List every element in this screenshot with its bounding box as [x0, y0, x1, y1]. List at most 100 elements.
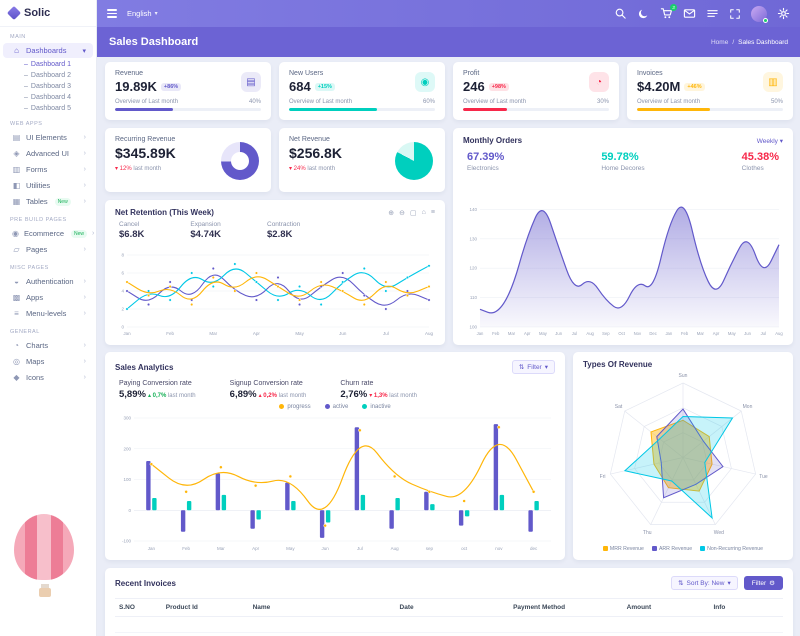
- weekly-dropdown[interactable]: Weekly ▾: [756, 137, 783, 145]
- zoom-in-icon[interactable]: ⊕: [388, 209, 395, 217]
- sidebar-item-menu-levels[interactable]: ≡ Menu-levels ›: [3, 306, 93, 321]
- svg-text:Jun: Jun: [321, 546, 329, 551]
- table-row[interactable]: [115, 616, 783, 633]
- reset-zoom-icon[interactable]: ⌂: [421, 208, 426, 216]
- stat-value: 684: [289, 79, 311, 94]
- selection-icon[interactable]: ▢: [410, 209, 417, 217]
- sidebar-item-forms[interactable]: ▥ Forms ›: [12, 165, 86, 174]
- sidebar-section-label: MISC PAGES: [10, 265, 49, 271]
- breadcrumb-separator: /: [732, 38, 735, 46]
- legend-item-mrr-revenue[interactable]: MRR Revenue: [602, 546, 644, 552]
- sidebar-item-charts[interactable]: ◔ Charts ›: [3, 338, 93, 353]
- sidebar: Solic MAIN ⌂ Dashboards ▾ – Dashboard 1 – Dashb…: [0, 0, 97, 636]
- sidebar-subitem-dashboard-5[interactable]: – Dashboard 5: [24, 105, 71, 112]
- sort-by-dropdown[interactable]: ⇅ Sort By: New ▾: [671, 576, 738, 590]
- legend-item-active[interactable]: active: [324, 404, 348, 410]
- stat-label: Invoices: [637, 70, 663, 77]
- svg-text:Oct: Oct: [618, 331, 625, 336]
- stat-percent: 50%: [770, 99, 783, 105]
- svg-text:Aug: Aug: [586, 331, 594, 336]
- card-value: $256.8K: [289, 145, 342, 161]
- balloon-illustration: [14, 514, 76, 602]
- brand-gem-icon: [6, 5, 22, 21]
- filter-button[interactable]: ⇅ Filter ▾: [511, 360, 555, 374]
- svg-text:Jun: Jun: [555, 331, 562, 336]
- svg-text:4: 4: [121, 289, 124, 294]
- sidebar-item-dashboards[interactable]: ⌂ Dashboards ▾: [3, 43, 93, 58]
- settings-icon[interactable]: [776, 7, 790, 21]
- menu-icon: ≡: [14, 309, 19, 318]
- legend-item-progress[interactable]: progress: [279, 404, 311, 410]
- lock-icon: ◒: [14, 277, 19, 286]
- search-icon[interactable]: [613, 7, 627, 21]
- sidebar-nav: MAIN ⌂ Dashboards ▾ – Dashboard 1 – Dashboard 2…: [0, 27, 96, 385]
- sidebar-section-label: GENERAL: [10, 329, 40, 335]
- stat-progressbar: [289, 108, 435, 111]
- menu-badge: New: [71, 229, 88, 238]
- menu-toggle-icon[interactable]: [107, 9, 117, 18]
- recent-invoices-card: Recent Invoices ⇅ Sort By: New ▾ Filter ⚙ …: [105, 568, 793, 636]
- recurring-revenue-donut: [221, 142, 259, 180]
- sidebar-item-ecommerce[interactable]: ◉ Ecommerce New ›: [12, 229, 95, 238]
- sidebar-subitem-dashboard-4[interactable]: – Dashboard 4: [24, 94, 71, 101]
- legend-item-arr-revenue[interactable]: ARR Revenue: [651, 546, 692, 552]
- sidebar-subitem-dashboard-2[interactable]: – Dashboard 2: [24, 72, 71, 79]
- net-revenue-pie: [395, 142, 433, 180]
- user-avatar[interactable]: [751, 5, 768, 23]
- breadcrumb-home[interactable]: Home: [710, 38, 729, 46]
- svg-text:Sep: Sep: [602, 331, 610, 336]
- sidebar-subitem-dashboard-3[interactable]: – Dashboard 3: [24, 83, 71, 90]
- cart-icon[interactable]: 3: [659, 3, 677, 21]
- main-content: Revenue 19.89K +86% ▤ Overview of Last mo…: [97, 57, 800, 636]
- language-selector[interactable]: English ▾: [127, 9, 158, 18]
- legend-item-non-recurring-revenue[interactable]: Non-Recurring Revenue: [700, 546, 763, 552]
- svg-text:nov: nov: [495, 546, 503, 551]
- chart-icon: ◔: [14, 341, 19, 350]
- chevron-icon: ›: [92, 230, 95, 237]
- chevron-icon: ›: [83, 374, 86, 381]
- chart-menu-icon[interactable]: ≡: [430, 208, 435, 216]
- svg-text:Mar: Mar: [217, 546, 225, 551]
- sidebar-item-maps[interactable]: ◎ Maps ›: [13, 357, 86, 366]
- svg-text:Jan: Jan: [665, 331, 672, 336]
- sidebar-subitem-dashboard-1[interactable]: – Dashboard 1: [24, 61, 71, 68]
- stat-card-profit: Profit 246 +98% ◔ Overview of Last month 3…: [453, 62, 619, 120]
- notifications-list-icon[interactable]: [705, 7, 719, 21]
- chevron-icon: ›: [83, 166, 86, 173]
- chevron-icon: ›: [83, 342, 86, 349]
- invoices-filter-button[interactable]: Filter ⚙: [743, 576, 783, 590]
- mail-icon[interactable]: [682, 7, 696, 21]
- svg-text:Thu: Thu: [643, 530, 652, 536]
- svg-text:0: 0: [121, 325, 124, 330]
- sidebar-item-ui-elements[interactable]: ▤ UI Elements ›: [12, 133, 86, 142]
- sidebar-item-authentication[interactable]: ◒ Authentication ›: [3, 274, 93, 289]
- fullscreen-icon[interactable]: [728, 7, 742, 21]
- sidebar-item-icons[interactable]: ◆ Icons ›: [13, 373, 86, 382]
- stat-percent: 60%: [422, 99, 435, 105]
- svg-text:Feb: Feb: [166, 331, 174, 336]
- theme-toggle-icon[interactable]: [636, 7, 650, 21]
- svg-text:sep: sep: [426, 546, 434, 551]
- stat-card-new-users: New Users 684 +15% ◉ Overview of Last mon…: [279, 62, 445, 120]
- stat-card-invoices: Invoices $4.20M +46% ▥ Overview of Last m…: [627, 62, 793, 120]
- sidebar-item-pages[interactable]: ▱ Pages ›: [13, 245, 86, 254]
- brand-logo[interactable]: Solic: [0, 0, 96, 27]
- sidebar-item-apps[interactable]: ▩ Apps ›: [12, 293, 86, 302]
- sales-analytics-card: Sales Analytics ⇅ Filter ▾ Paying Convers…: [105, 352, 565, 560]
- clothes-stat: 45.38% Clothes: [741, 151, 779, 172]
- topbar: English ▾ 3: [97, 0, 800, 27]
- svg-text:Feb: Feb: [681, 331, 689, 336]
- sidebar-item-advanced-ui[interactable]: ◈ Advanced UI ›: [13, 149, 86, 158]
- card-title: Net Retention (This Week): [115, 208, 214, 217]
- types-of-revenue-card: Types Of Revenue Sun Mon Tue Wed Thu Fri Sat M…: [573, 352, 793, 560]
- stat-footer: Overview of Last month: [463, 99, 527, 105]
- zoom-out-icon[interactable]: ⊖: [399, 209, 406, 217]
- sales-analytics-combo-chart: 300 200 100 0 -100 Jan Feb Mar Apr May Jun Jul Aug se…: [115, 412, 555, 552]
- chart-toolbar: ⊕ ⊖ ▢ ⌂ ≡: [388, 209, 435, 217]
- legend-item-inactive[interactable]: inactive: [362, 404, 391, 410]
- radar-legend: MRR Revenue ARR Revenue Non-Recurring Reve…: [583, 544, 783, 552]
- breadcrumb-current: Sales Dashboard: [738, 38, 788, 46]
- sidebar-item-utilities[interactable]: ◧ Utilities ›: [12, 181, 86, 190]
- svg-text:Apr: Apr: [253, 331, 261, 336]
- sidebar-item-tables[interactable]: ▦ Tables New ›: [12, 197, 86, 206]
